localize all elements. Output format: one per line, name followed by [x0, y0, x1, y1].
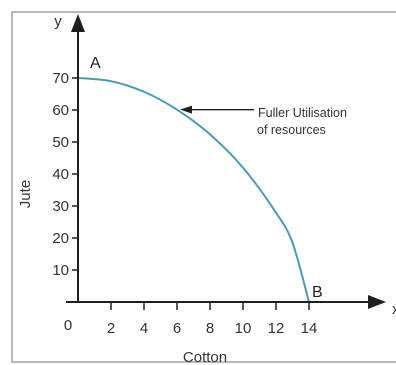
y-axis-symbol: y: [54, 13, 62, 30]
annotation-arrow: [180, 105, 254, 114]
annotation-line-1: Fuller Utilisation: [258, 106, 347, 120]
annotation-arrow-head: [180, 105, 192, 114]
x-tick-label-6: 6: [173, 320, 181, 337]
y-tick-label-70: 70: [52, 70, 69, 87]
origin-label: 0: [64, 317, 72, 334]
x-tick-label-14: 14: [301, 320, 318, 337]
ppc-curve: [77, 77, 310, 303]
x-axis-title: Cotton: [183, 349, 227, 365]
x-tick-label-4: 4: [140, 320, 148, 337]
x-tick-label-8: 8: [206, 320, 214, 337]
y-axis-title: Jute: [17, 180, 34, 208]
point-label-a: A: [90, 55, 101, 72]
y-tick-label-20: 20: [52, 230, 69, 247]
y-tick-label-50: 50: [52, 134, 69, 151]
x-tick-label-12: 12: [268, 320, 285, 337]
y-tick-label-60: 60: [52, 102, 69, 119]
x-tick-label-2: 2: [107, 320, 115, 337]
x-tick-label-10: 10: [235, 320, 252, 337]
curve-layer: [77, 77, 310, 303]
annotation-line-2: of resources: [257, 123, 326, 137]
y-tick-label-30: 30: [52, 198, 69, 215]
point-label-b: B: [312, 284, 323, 301]
plot-frame: [11, 11, 396, 363]
y-tick-label-10: 10: [52, 262, 69, 279]
tick-layer: 2 4 6 8 10 12 14 10 20 30 40 50 60 70: [52, 70, 317, 337]
x-axis-symbol: x: [392, 301, 396, 318]
y-tick-label-40: 40: [52, 166, 69, 183]
x-axis-arrowhead: [368, 295, 386, 309]
y-axis-arrowhead: [71, 14, 85, 32]
axis-layer: [66, 14, 386, 309]
